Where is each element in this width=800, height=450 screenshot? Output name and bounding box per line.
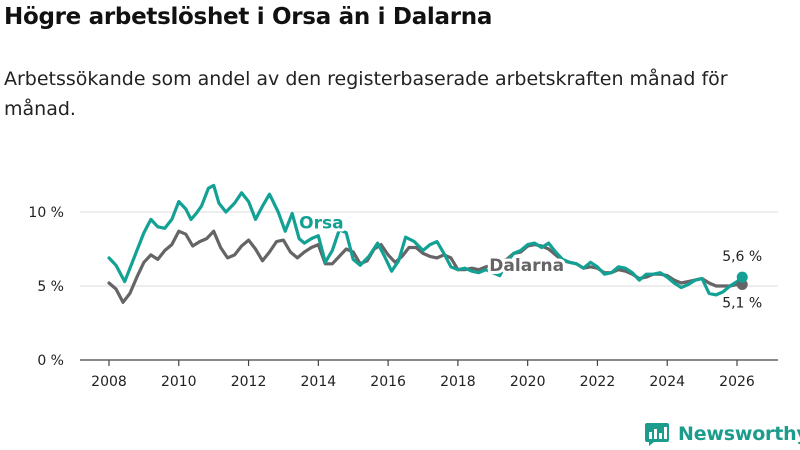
x-tick-label: 2012 [231,374,267,390]
y-axis-ticks: 0 % 5 % 10 % [28,205,64,369]
y-tick-label: 5 % [37,279,64,295]
x-tick-label: 2010 [161,374,197,390]
page-title: Högre arbetslöshet i Orsa än i Dalarna [4,4,493,30]
svg-text:Dalarna: Dalarna [489,256,564,276]
x-tick-label: 2018 [440,374,476,390]
y-tick-label: 0 % [37,353,64,369]
end-label-dalarna: 5,1 % [722,296,762,312]
x-tick-label: 2026 [719,374,755,390]
end-point-orsa [736,271,748,283]
x-tick-label: 2008 [91,374,127,390]
end-label-orsa: 5,6 % [722,249,762,265]
x-tick-label: 2020 [510,374,546,390]
x-tick-label: 2022 [580,374,616,390]
grid-layer [80,211,778,287]
brand-name: Newsworthy [678,423,800,445]
x-tick-label: 2014 [301,374,337,390]
svg-text:Orsa: Orsa [299,213,343,233]
series-line-orsa [107,183,744,297]
y-tick-label: 10 % [28,205,64,221]
svg-text:Dalarna: Dalarna [489,256,564,276]
svg-text:Orsa: Orsa [299,213,343,233]
x-tick-label: 2024 [649,374,685,390]
newsworthy-logo-icon [645,423,669,446]
series-line-dalarna [107,229,744,304]
x-tick-label: 2016 [370,374,406,390]
page-subtitle: Arbetssökande som andel av den registerb… [4,68,728,120]
x-axis: 2008 2010 2012 2014 2016 2018 2020 2022 2024 2026 [80,359,778,390]
brand-logo: Newsworthy [644,420,800,448]
series-layer [107,183,748,304]
